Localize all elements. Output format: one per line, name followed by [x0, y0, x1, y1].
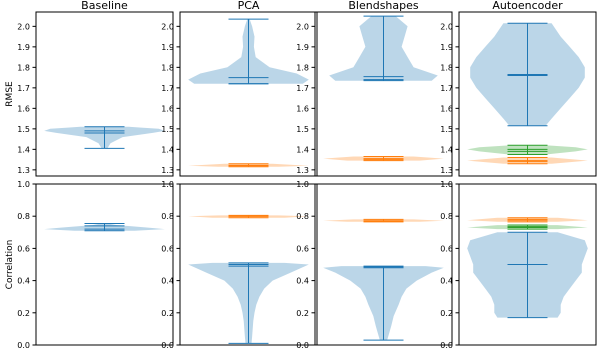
axes-frame: [179, 183, 318, 346]
axes-frame: [35, 11, 174, 177]
panel-title: Autoencoder: [492, 0, 563, 12]
y-tick-label: 1.3: [296, 166, 309, 175]
y-tick-label: 1.0: [161, 180, 174, 189]
axes-frame: [458, 11, 597, 177]
y-tick-label: 1.5: [17, 125, 30, 134]
y-tick-label: 0.6: [296, 244, 309, 253]
y-tick-label: 1.4: [17, 145, 30, 154]
y-tick-label: 0.8: [296, 212, 309, 221]
axes-frame: [314, 183, 453, 346]
y-tick-label: 1.3: [17, 166, 30, 175]
y-tick-label: 1.0: [17, 180, 30, 189]
y-tick-label: 1.6: [161, 104, 174, 113]
axes-frame: [35, 183, 174, 346]
y-tick-label: 1.9: [17, 43, 30, 52]
y-tick-label: 1.7: [161, 84, 174, 93]
y-tick-label: 2.0: [440, 22, 453, 31]
y-tick-label: 1.6: [17, 104, 30, 113]
y-tick-label: 1.4: [161, 145, 174, 154]
y-tick-label: 1.9: [296, 43, 309, 52]
y-tick-label: 1.9: [161, 43, 174, 52]
y-tick-label: 1.5: [440, 125, 453, 134]
panel-title: Baseline: [81, 0, 128, 12]
panel-correlation-autoencoder: 0.0 0.2 0.4 0.6 0.8 1.0: [440, 180, 597, 350]
y-tick-label: 0.2: [17, 309, 30, 318]
y-tick-label: 2.0: [161, 22, 174, 31]
panel-correlation-baseline: 0.0 0.2 0.4 0.6 0.8 1.0 Correlation: [5, 180, 174, 350]
y-tick-label: 0.6: [440, 244, 453, 253]
y-tick-label: 1.7: [17, 84, 30, 93]
y-tick-label: 1.7: [296, 84, 309, 93]
y-tick-label: 1.3: [161, 166, 174, 175]
y-tick-label: 0.4: [17, 277, 30, 286]
y-tick-label: 0.2: [296, 309, 309, 318]
y-tick-label: 0.6: [17, 244, 30, 253]
y-tick-label: 2.0: [17, 22, 30, 31]
panel-rmse-blendshapes: 1.3 1.4 1.5 1.6 1.7 1.8 1.9 2.0 Blendshapes: [296, 0, 453, 177]
panel-rmse-pca: 1.3 1.4 1.5 1.6 1.7 1.8 1.9 2.0 PCA: [161, 0, 318, 177]
y-tick-label: 1.8: [161, 63, 174, 72]
y-tick-label: 1.6: [296, 104, 309, 113]
y-tick-label: 1.9: [440, 43, 453, 52]
y-tick-label: 0.8: [161, 212, 174, 221]
y-tick-label: 1.0: [296, 180, 309, 189]
y-tick-label: 0.0: [440, 341, 453, 350]
y-tick-label: 0.0: [161, 341, 174, 350]
panel-title: Blendshapes: [348, 0, 419, 12]
y-tick-label: 0.0: [296, 341, 309, 350]
y-tick-label: 2.0: [296, 22, 309, 31]
y-tick-label: 1.8: [17, 63, 30, 72]
y-tick-label: 0.8: [440, 212, 453, 221]
y-tick-label: 0.6: [161, 244, 174, 253]
panel-rmse-autoencoder: 1.3 1.4 1.5 1.6 1.7 1.8 1.9 2.0 Autoencoder: [440, 0, 597, 177]
axes-frame: [179, 11, 318, 177]
y-tick-label: 1.7: [440, 84, 453, 93]
y-tick-label: 1.4: [296, 145, 309, 154]
y-tick-label: 0.2: [161, 309, 174, 318]
y-tick-label: 0.4: [296, 277, 309, 286]
y-tick-label: 0.8: [17, 212, 30, 221]
y-tick-label: 1.4: [440, 145, 453, 154]
axes-frame: [314, 11, 453, 177]
y-tick-label: 0.4: [161, 277, 174, 286]
panel-correlation-blendshapes: 0.0 0.2 0.4 0.6 0.8 1.0: [296, 180, 453, 350]
panel-rmse-baseline: 1.3 1.4 1.5 1.6 1.7 1.8 1.9 2.0 Baseline RMSE: [5, 0, 174, 177]
y-axis-label: RMSE: [5, 81, 15, 107]
y-tick-label: 1.8: [440, 63, 453, 72]
y-tick-label: 1.5: [296, 125, 309, 134]
y-tick-label: 1.3: [440, 166, 453, 175]
y-tick-label: 1.8: [296, 63, 309, 72]
y-tick-label: 1.6: [440, 104, 453, 113]
y-tick-label: 0.2: [440, 309, 453, 318]
y-axis-label: Correlation: [5, 240, 15, 290]
y-tick-label: 0.4: [440, 277, 453, 286]
panel-correlation-pca: 0.0 0.2 0.4 0.6 0.8 1.0: [161, 180, 318, 350]
panel-title: PCA: [238, 0, 260, 12]
y-tick-label: 1.0: [440, 180, 453, 189]
y-tick-label: 0.0: [17, 341, 30, 350]
axes-frame: [458, 183, 597, 346]
y-tick-label: 1.5: [161, 125, 174, 134]
